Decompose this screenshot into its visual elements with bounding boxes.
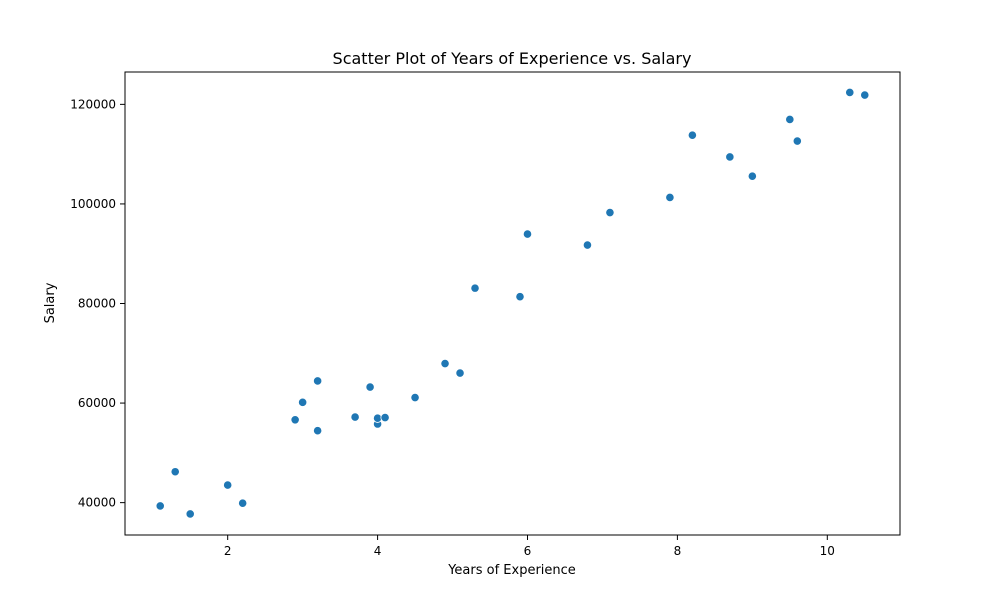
data-point [605,207,615,218]
data-point [350,412,360,422]
data-point [290,415,300,425]
x-axis-title: Years of Experience [447,563,576,578]
data-point [155,501,165,511]
plot-frame [124,71,901,536]
data-point [440,358,450,369]
data-point [470,283,480,293]
x-tick-label: 2 [224,544,232,558]
y-tick-label: 80000 [78,297,116,311]
y-tick-label: 120000 [70,97,116,111]
data-point [665,192,675,203]
x-axis-ticks: 2 4 6 8 10 [224,535,835,558]
data-point [785,114,795,125]
x-tick-label: 6 [524,544,532,558]
data-point [687,130,697,140]
data-points [155,87,870,519]
x-tick-label: 10 [820,544,835,558]
x-tick-label: 4 [374,544,382,558]
y-tick-label: 40000 [78,496,116,510]
chart-title: Scatter Plot of Years of Experience vs. … [333,49,692,68]
data-point [313,376,323,386]
data-point [298,397,308,407]
data-point [747,171,757,181]
y-tick-label: 100000 [70,197,116,211]
data-point [515,292,525,302]
data-point [365,382,375,392]
data-point [860,90,870,100]
data-point [845,87,855,98]
y-tick-label: 60000 [78,396,116,410]
x-tick-label: 8 [674,544,682,558]
data-point [380,413,390,423]
data-point [223,480,233,490]
data-point [455,368,465,378]
data-point [410,392,420,403]
data-point [313,426,323,436]
data-point [238,498,248,508]
data-point [522,229,533,239]
data-point [725,152,735,162]
data-point [792,136,802,146]
y-axis-ticks: 40000 60000 80000 100000 120000 [70,97,125,510]
y-axis-title: Salary [43,282,58,323]
data-point [582,240,593,250]
data-point [185,509,195,519]
data-point [170,467,180,477]
